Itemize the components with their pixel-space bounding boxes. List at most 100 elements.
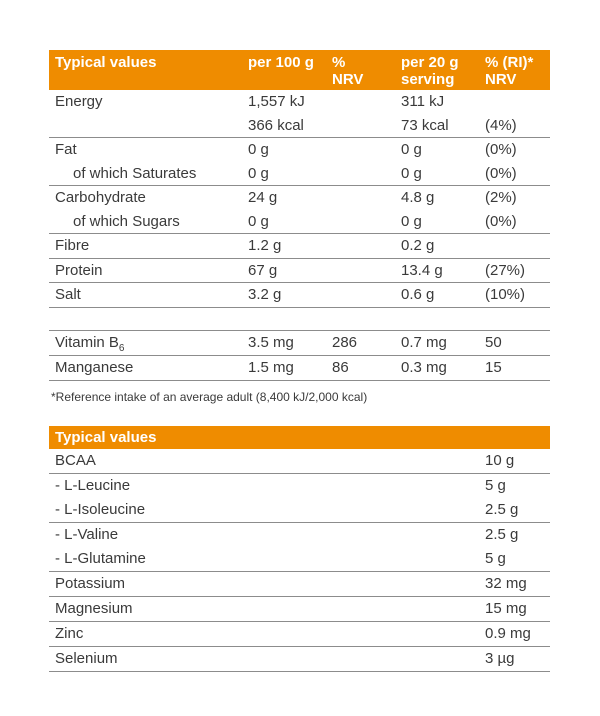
table-row-energy: Energy 1,557 kJ 311 kJ	[49, 90, 550, 114]
subscript-6: 6	[118, 342, 125, 354]
value-nrv	[332, 138, 401, 162]
reference-intake-footnote: *Reference intake of an average adult (8…	[51, 389, 368, 404]
table-row-l-leucine: - L-Leucine 5 g	[49, 474, 550, 498]
nutrient-name: Selenium	[55, 649, 118, 667]
table-row-zinc: Zinc 0.9 mg	[49, 622, 550, 646]
value-per-serving: 0.2 g	[401, 237, 435, 254]
nutrition-label: Typical values per 100 g % NRV per 20 g se…	[49, 50, 550, 672]
amino-table-header: Typical values	[49, 425, 550, 449]
value-per-100g: 366 kcal	[248, 116, 304, 134]
table-row-l-glutamine: - L-Glutamine 5 g	[49, 547, 550, 571]
value-per-100g: 3.5 mg	[248, 333, 294, 351]
value-ri: (0%)	[485, 212, 517, 230]
divider	[49, 521, 550, 523]
divider	[49, 645, 550, 647]
value-ri: (2%)	[485, 189, 517, 206]
value-per-serving: 0.6 g	[401, 286, 435, 303]
value-per-serving: 0 g	[401, 164, 422, 182]
nutrient-name: of which Sugars	[73, 212, 180, 230]
value-ri: 50	[485, 333, 502, 351]
value-nrv	[332, 283, 401, 307]
nutrient-name: - L-Glutamine	[55, 549, 146, 567]
value-per-serving: 0 g	[401, 212, 422, 230]
value-nrv	[332, 234, 401, 258]
nutrient-name: Zinc	[55, 624, 84, 642]
value-per-serving: 0 g	[401, 141, 422, 158]
table-row-vitamin-b6: Vitamin B6 3.5 mg 286 0.7 mg 50	[49, 331, 550, 355]
table-row-energy-kcal: 366 kcal 73 kcal (4%)	[49, 114, 550, 138]
divider	[49, 329, 550, 331]
table-row-fat: Fat 0 g 0 g (0%)	[49, 138, 550, 162]
value-ri	[485, 90, 550, 114]
nutrient-name: Vitamin B6	[55, 333, 125, 354]
value-ri: (0%)	[485, 164, 517, 182]
nutrient-name: - L-Leucine	[55, 476, 131, 494]
table-row-fibre: Fibre 1.2 g 0.2 g	[49, 234, 550, 258]
value-ri	[485, 234, 550, 258]
table-row-l-valine: - L-Valine 2.5 g	[49, 523, 550, 547]
header-ri-nrv: % (RI)* NRV	[485, 54, 534, 88]
value-nrv: 286	[332, 333, 358, 351]
table-row-salt: Salt 3.2 g 0.6 g (10%)	[49, 283, 550, 307]
value-ri: 15	[485, 358, 502, 376]
value-per-100g: 1.2 g	[248, 237, 282, 254]
divider	[49, 137, 550, 138]
nutrient-amount: 2.5 g	[485, 500, 519, 518]
value-per-100g: 1,557 kJ	[248, 93, 305, 110]
value-nrv	[332, 162, 401, 186]
nutrient-amount: 2.5 g	[485, 525, 519, 543]
nutrient-name: of which Saturates	[73, 164, 197, 182]
nutrient-name: Magnesium	[55, 599, 133, 617]
divider	[49, 257, 550, 259]
nutrient-name: Protein	[55, 261, 103, 279]
nutrient-amount: 10 g	[485, 451, 515, 469]
value-per-serving: 73 kcal	[401, 116, 449, 134]
nutrient-amount: 0.9 mg	[485, 624, 531, 642]
value-nrv: 86	[332, 358, 349, 376]
table-row-saturates: of which Saturates 0 g 0 g (0%)	[49, 162, 550, 186]
value-per-serving: 4.8 g	[401, 189, 435, 206]
nutrient-name: Fibre	[55, 237, 90, 254]
header-typical-values: Typical values	[55, 54, 157, 71]
divider	[49, 354, 550, 356]
value-nrv	[332, 186, 401, 210]
value-per-serving: 13.4 g	[401, 261, 443, 279]
nutrient-name: Carbohydrate	[55, 189, 146, 206]
value-nrv	[332, 210, 401, 234]
table-row-sugars: of which Sugars 0 g 0 g (0%)	[49, 210, 550, 234]
table-row-selenium: Selenium 3 µg	[49, 647, 550, 671]
table-row-carbohydrate: Carbohydrate 24 g 4.8 g (2%)	[49, 186, 550, 210]
nutrient-name	[49, 114, 248, 138]
nutrient-name: - L-Valine	[55, 525, 119, 543]
table-row-magnesium: Magnesium 15 mg	[49, 597, 550, 621]
divider	[49, 306, 550, 308]
nutrient-name: Potassium	[55, 574, 126, 592]
value-per-100g: 0 g	[248, 212, 269, 230]
value-per-serving: 311 kJ	[401, 93, 445, 110]
divider	[49, 570, 550, 572]
header-per-20g-serving: per 20 g serving	[401, 54, 459, 88]
table-row-l-isoleucine: - L-Isoleucine 2.5 g	[49, 498, 550, 522]
value-nrv	[332, 90, 401, 114]
nutrient-name: Fat	[55, 141, 77, 158]
divider	[49, 472, 550, 474]
value-per-100g: 67 g	[248, 261, 278, 279]
section-gap	[49, 308, 550, 330]
nutrient-amount: 5 g	[485, 476, 506, 494]
value-per-serving: 0.3 mg	[401, 358, 447, 376]
divider	[49, 595, 550, 597]
table-row-protein: Protein 67 g 13.4 g (27%)	[49, 259, 550, 283]
value-ri: (27%)	[485, 261, 526, 279]
value-per-100g: 1.5 mg	[248, 358, 294, 376]
value-nrv	[332, 114, 401, 138]
divider	[49, 282, 550, 283]
nutrient-name: - L-Isoleucine	[55, 500, 146, 518]
value-per-100g: 24 g	[248, 189, 278, 206]
divider	[49, 620, 550, 622]
nutrient-amount: 5 g	[485, 549, 506, 567]
table-row-potassium: Potassium 32 mg	[49, 572, 550, 596]
value-ri: (0%)	[485, 141, 517, 158]
nutrition-table-header: Typical values per 100 g % NRV per 20 g se…	[49, 50, 550, 90]
value-per-100g: 3.2 g	[248, 286, 282, 303]
table-row-manganese: Manganese 1.5 mg 86 0.3 mg 15	[49, 356, 550, 380]
